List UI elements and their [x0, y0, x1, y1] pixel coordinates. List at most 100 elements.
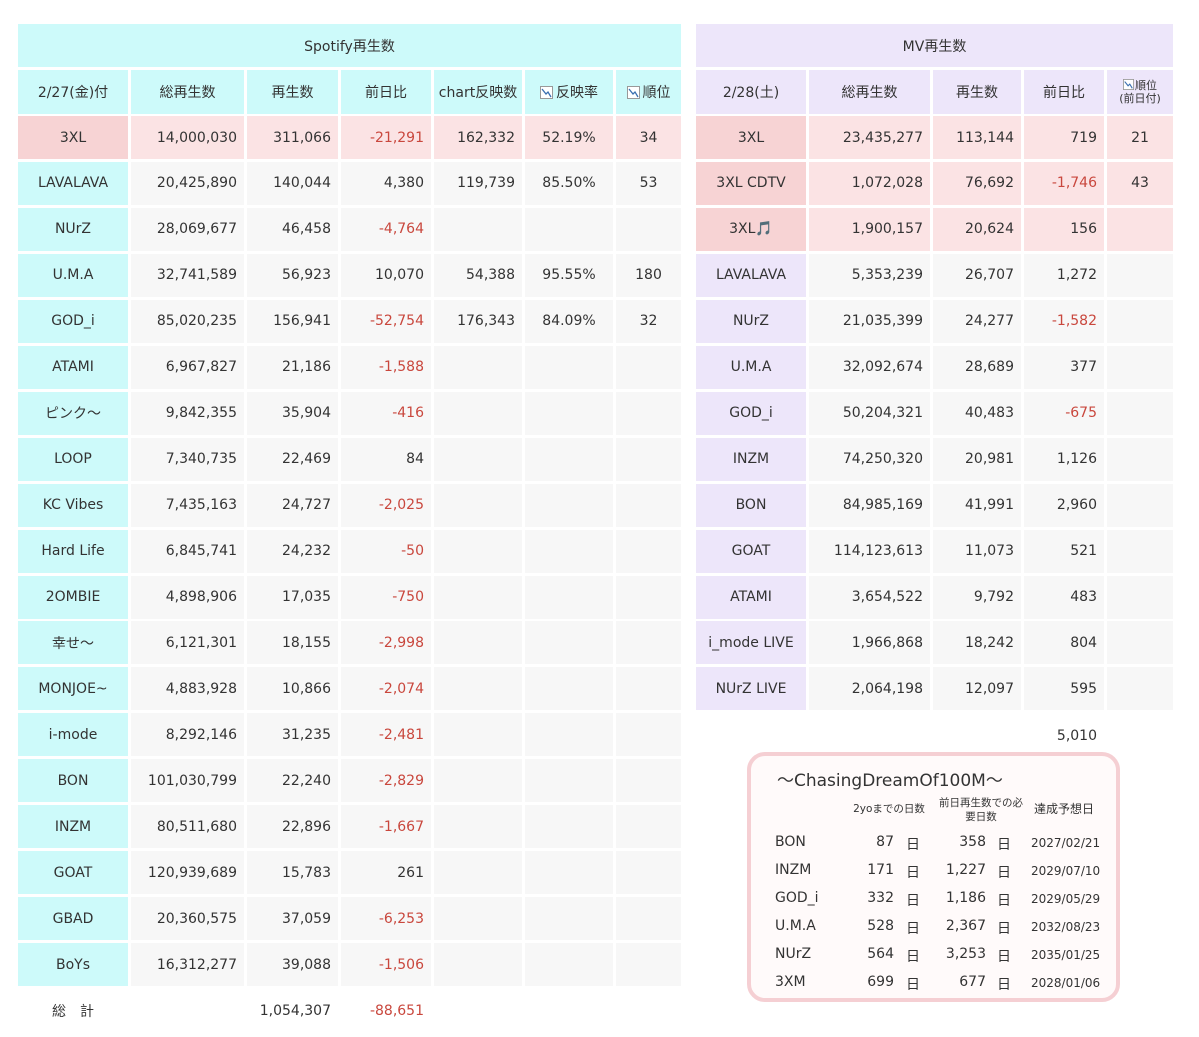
spotify-row-rank	[616, 483, 681, 527]
mv-row-plays: 113,144	[933, 116, 1021, 159]
mv-row-plays: 40,483	[933, 391, 1021, 435]
spotify-header-rate-cell: 反映率	[525, 70, 613, 114]
spotify-row-chart	[434, 805, 522, 849]
mv-header-rank: 順位	[1135, 79, 1157, 92]
mv-row-diff: 804	[1024, 621, 1104, 665]
mv-row-rank	[1107, 253, 1173, 297]
spotify-row-rank	[616, 345, 681, 389]
spotify-header-rank-cell: 順位	[616, 70, 681, 114]
dream-row-needed: 2,367	[945, 918, 986, 934]
dream-row-days: 332	[867, 890, 894, 906]
spotify-row-chart	[434, 621, 522, 665]
mv-row-rank	[1107, 575, 1173, 619]
dream-row-date: 2027/02/21	[1031, 836, 1101, 850]
spotify-row-rate	[525, 437, 613, 481]
mv-row-total: 1,900,157	[809, 207, 930, 251]
spotify-row-plays: 17,035	[247, 575, 338, 619]
mv-row-plays: 28,689	[933, 345, 1021, 389]
spotify-row-chart	[434, 575, 522, 619]
spotify-row-plays: 18,155	[247, 621, 338, 665]
mv-row-diff: 719	[1024, 116, 1104, 159]
spotify-row-diff: -750	[341, 575, 431, 619]
mv-row-plays: 20,624	[933, 207, 1021, 251]
mv-row-plays: 9,792	[933, 575, 1021, 619]
dream-row-days-unit: 日	[906, 921, 920, 937]
spotify-row-plays: 46,458	[247, 207, 338, 251]
mv-row-plays: 24,277	[933, 299, 1021, 343]
spotify-row-rate	[525, 483, 613, 527]
spotify-row-song: GOD_i	[18, 299, 128, 343]
col-date-header: 達成予想日	[1033, 802, 1094, 816]
spotify-header-plays: 再生数	[247, 70, 338, 114]
mv-row-song: ATAMI	[696, 575, 806, 619]
spotify-row-diff: -2,481	[341, 713, 431, 757]
dream-row-song: U.M.A	[775, 918, 816, 934]
spotify-row-rank	[616, 575, 681, 619]
chart-down-icon	[1123, 79, 1134, 90]
dream-row-needed-unit: 日	[997, 921, 1011, 937]
spotify-row-chart	[434, 437, 522, 481]
chasing-dream-box: 〜ChasingDreamOf100M〜 2yoまでの日数 前日再生数での必要日…	[747, 752, 1120, 1002]
spotify-row-rank	[616, 805, 681, 849]
spotify-row-diff: -2,074	[341, 667, 431, 711]
dream-row-needed: 3,253	[945, 946, 986, 962]
mv-row-diff: 521	[1024, 529, 1104, 573]
spotify-row-diff: -1,588	[341, 345, 431, 389]
spotify-row-song: NUrZ	[18, 207, 128, 251]
mv-row-song: 3XL🎵	[696, 207, 806, 251]
mv-total-diff: 5,010	[1056, 728, 1097, 744]
spotify-row-diff: -6,253	[341, 897, 431, 941]
spotify-row-rate	[525, 759, 613, 803]
dream-row-days-unit: 日	[906, 977, 920, 993]
spotify-row-plays: 56,923	[247, 253, 338, 297]
chasing-dream-title: 〜ChasingDreamOf100M〜	[777, 771, 1003, 791]
spotify-row-song: Hard Life	[18, 529, 128, 573]
spotify-row-total: 16,312,277	[131, 943, 244, 987]
spotify-row-song: LAVALAVA	[18, 161, 128, 205]
spotify-row-rate: 52.19%	[525, 116, 613, 159]
mv-header-rank-sub: (前日付)	[1119, 92, 1161, 105]
dream-row-needed-unit: 日	[997, 949, 1011, 965]
dream-row-days: 564	[867, 946, 894, 962]
spotify-header-date: 2/27(金)付	[18, 70, 128, 114]
spotify-row-total: 7,435,163	[131, 483, 244, 527]
spotify-row-total: 6,967,827	[131, 345, 244, 389]
spotify-row-plays: 35,904	[247, 391, 338, 435]
spotify-row-diff: -50	[341, 529, 431, 573]
dream-row: BON 87 日 358 日 2027/02/21	[751, 834, 1116, 854]
spotify-row-total: 8,292,146	[131, 713, 244, 757]
dream-row-days: 699	[867, 974, 894, 990]
mv-header-plays: 再生数	[933, 70, 1021, 114]
spotify-row-rank	[616, 437, 681, 481]
spotify-row-song: U.M.A	[18, 253, 128, 297]
spotify-row-chart: 176,343	[434, 299, 522, 343]
spotify-row-plays: 37,059	[247, 897, 338, 941]
col-days-header: 2yoまでの日数	[853, 803, 925, 815]
mv-row-rank	[1107, 207, 1173, 251]
spotify-row-total: 28,069,677	[131, 207, 244, 251]
spotify-row-rank	[616, 621, 681, 665]
spotify-row-diff: -2,829	[341, 759, 431, 803]
spotify-row-plays: 22,469	[247, 437, 338, 481]
dream-row-song: 3XM	[775, 974, 806, 990]
spotify-total-diff: -88,651	[369, 1003, 424, 1019]
mv-header-rank-cell: 順位 (前日付)	[1107, 70, 1173, 114]
spotify-row-diff: -21,291	[341, 116, 431, 159]
spotify-row-total: 20,360,575	[131, 897, 244, 941]
mv-row-total: 114,123,613	[809, 529, 930, 573]
spotify-title: Spotify再生数	[18, 24, 681, 67]
mv-row-rank	[1107, 529, 1173, 573]
spotify-row-total: 4,898,906	[131, 575, 244, 619]
dream-row-song: INZM	[775, 862, 812, 878]
spotify-row-plays: 140,044	[247, 161, 338, 205]
mv-row-plays: 12,097	[933, 667, 1021, 711]
spotify-row-rate	[525, 621, 613, 665]
spotify-header-chart: chart反映数	[434, 70, 522, 114]
mv-row-total: 84,985,169	[809, 483, 930, 527]
spotify-row-rank	[616, 207, 681, 251]
spotify-row-rate	[525, 851, 613, 895]
spotify-row-rate: 85.50%	[525, 161, 613, 205]
mv-row-diff: 595	[1024, 667, 1104, 711]
mv-row-song: 3XL CDTV	[696, 161, 806, 205]
spotify-row-chart	[434, 943, 522, 987]
